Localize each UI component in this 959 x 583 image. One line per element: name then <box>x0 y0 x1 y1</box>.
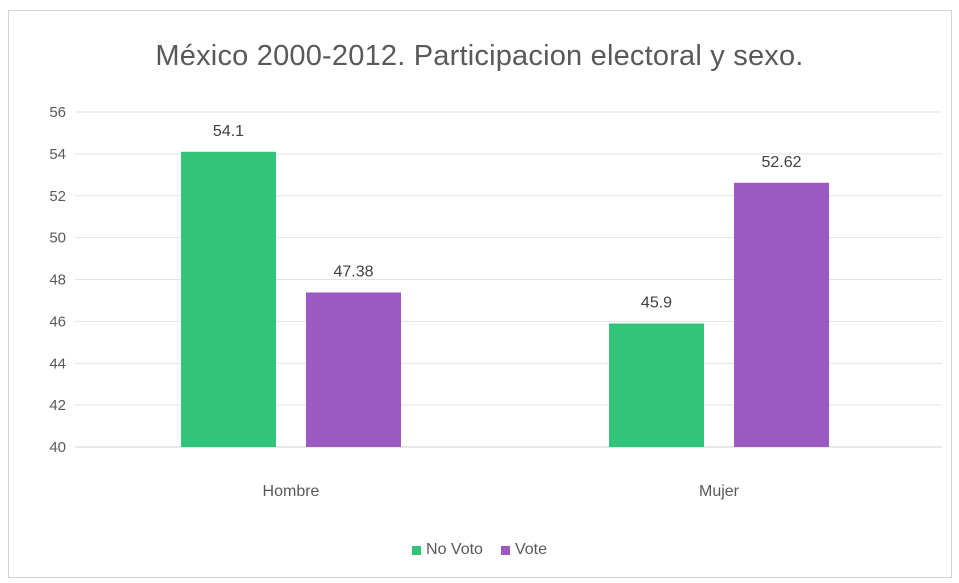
y-tick-label: 44 <box>49 355 66 372</box>
legend-item-vote: Vote <box>500 541 547 559</box>
y-tick-label: 42 <box>49 397 66 414</box>
chart-title: México 2000-2012. Participacion electora… <box>155 40 804 72</box>
bars <box>181 151 829 448</box>
bar-vote-hombre <box>306 292 401 447</box>
y-tick-label: 56 <box>49 104 66 121</box>
y-tick-label: 46 <box>49 313 66 330</box>
bar-vote-mujer <box>734 182 829 448</box>
bar-no-voto-hombre <box>181 151 276 447</box>
legend-item-no-voto: No Voto <box>412 541 483 559</box>
data-label: 47.38 <box>333 263 373 280</box>
data-labels: 54.1 47.38 45.9 52.62 <box>213 123 802 312</box>
data-label: 45.9 <box>641 294 672 311</box>
y-tick-label: 40 <box>49 439 66 456</box>
legend-label-no-voto: No Voto <box>426 541 483 558</box>
data-label: 54.1 <box>213 123 244 140</box>
bar-no-voto-mujer <box>609 323 704 447</box>
y-tick-label: 48 <box>49 272 66 289</box>
x-category-label: Hombre <box>263 483 320 500</box>
y-tick-label: 54 <box>49 146 66 163</box>
legend-label-vote: Vote <box>514 541 547 558</box>
x-category-label: Mujer <box>699 483 740 500</box>
y-tick-label: 52 <box>49 188 66 205</box>
legend-swatch-no-voto <box>412 545 422 555</box>
data-label: 52.62 <box>761 154 801 171</box>
chart-legend: No Voto Vote <box>0 541 959 559</box>
y-axis-ticks: 40 42 44 46 48 50 52 54 56 <box>49 104 66 456</box>
y-tick-label: 50 <box>49 230 66 247</box>
x-axis-categories: Hombre Mujer <box>263 483 740 500</box>
legend-swatch-vote <box>500 545 510 555</box>
